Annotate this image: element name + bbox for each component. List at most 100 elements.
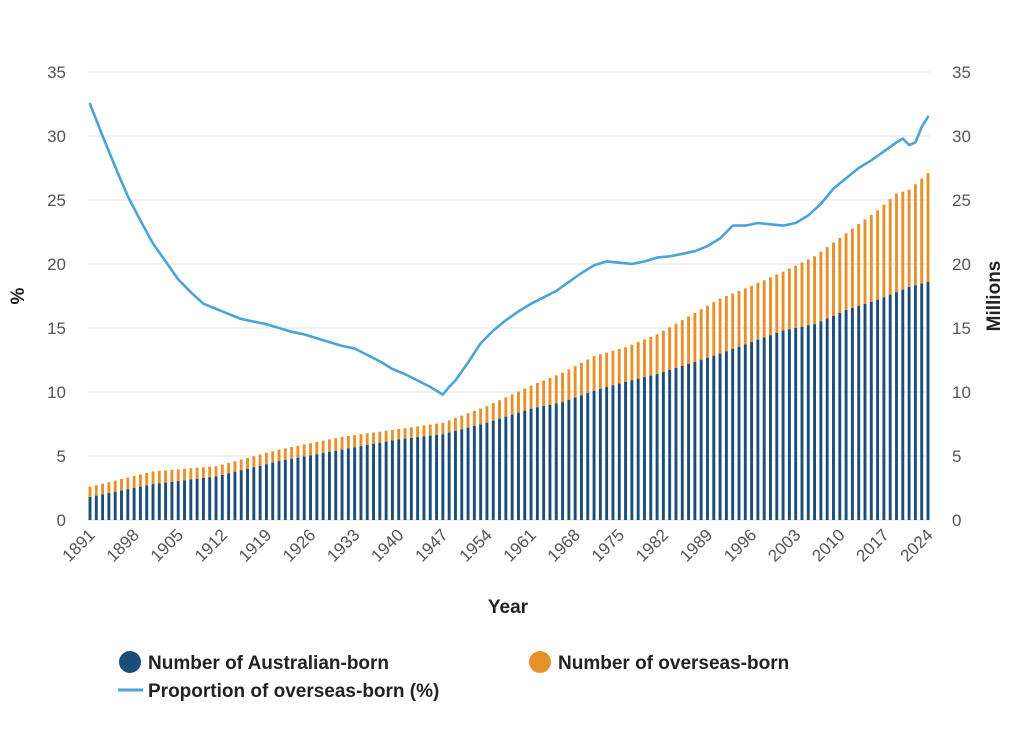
bar-overseas-born (183, 468, 186, 481)
bar-australian-born (655, 374, 659, 520)
bar-overseas-born (649, 336, 653, 376)
bar-overseas-born (857, 224, 861, 306)
bar-australian-born (731, 348, 735, 520)
bar-australian-born (384, 441, 388, 520)
bar-australian-born (302, 456, 306, 520)
bar-overseas-born (535, 383, 539, 408)
bar-australian-born (624, 381, 628, 520)
bar-australian-born (592, 390, 596, 520)
bar-overseas-born (548, 377, 552, 405)
bar-overseas-born (239, 459, 243, 471)
bar-australian-born (195, 478, 199, 520)
bar-overseas-born (529, 385, 533, 409)
bar-australian-born (239, 470, 243, 520)
bar-australian-born (264, 464, 268, 520)
bar-overseas-born (189, 468, 193, 480)
bar-overseas-born (120, 479, 123, 491)
y-tick-left: 0 (57, 511, 66, 530)
bar-australian-born (529, 408, 533, 520)
bar-overseas-born (769, 277, 772, 336)
bar-australian-born (271, 462, 275, 520)
bar-australian-born (504, 416, 508, 520)
bar-overseas-born (441, 422, 445, 435)
bar-overseas-born (214, 466, 218, 477)
bar-overseas-born (220, 464, 224, 475)
bar-australian-born (724, 351, 728, 520)
bar-australian-born (781, 330, 785, 520)
bar-australian-born (107, 493, 111, 520)
bar-australian-born (876, 299, 880, 520)
bar-overseas-born (498, 400, 501, 419)
bar-overseas-born (491, 403, 495, 421)
bar-overseas-born (479, 408, 483, 425)
y-tick-left: 25 (47, 191, 66, 210)
bar-overseas-born (800, 262, 804, 327)
bar-australian-born (170, 481, 174, 520)
bar-overseas-born (94, 485, 98, 496)
bar-australian-born (309, 455, 312, 520)
bar-australian-born (706, 357, 709, 520)
bar-australian-born (844, 310, 848, 520)
x-tick-label: 1982 (632, 525, 672, 565)
bar-overseas-born (309, 443, 312, 456)
bar-australian-born (819, 321, 823, 520)
bar-australian-born (372, 443, 375, 520)
x-tick-label: 1898 (103, 525, 143, 565)
legend-item-australian-born: Number of Australian-born (119, 651, 389, 674)
bar-australian-born (756, 339, 760, 520)
bar-overseas-born (252, 456, 256, 468)
bar-overseas-born (573, 366, 577, 398)
bar-australian-born (164, 482, 168, 520)
bar-overseas-born (195, 467, 199, 479)
bar-overseas-born (277, 449, 281, 462)
bar-australian-born (246, 468, 249, 520)
bar-australian-born (598, 388, 602, 520)
bar-australian-born (359, 446, 363, 520)
bar-overseas-born (756, 282, 760, 340)
bar-overseas-born (617, 348, 621, 384)
bar-australian-born (850, 308, 854, 520)
x-tick-label: 1891 (59, 525, 99, 565)
bar-australian-born (813, 324, 817, 520)
bar-australian-born (378, 442, 382, 520)
bar-overseas-born (233, 461, 237, 472)
x-tick-label: 1933 (323, 525, 363, 565)
bar-overseas-born (680, 320, 684, 366)
bar-overseas-born (397, 429, 401, 440)
bar-australian-born (743, 344, 747, 520)
bar-overseas-born (472, 410, 476, 427)
bar-overseas-born (724, 296, 728, 352)
bar-australian-born (750, 342, 754, 520)
x-tick-label: 1989 (676, 525, 716, 565)
bar-overseas-born (781, 271, 785, 331)
bar-overseas-born (787, 268, 791, 330)
bar-australian-born (882, 297, 886, 520)
x-tick-label: 2003 (764, 525, 804, 565)
bar-overseas-born (504, 397, 508, 417)
bar-overseas-born (510, 394, 514, 415)
bar-australian-born (296, 457, 300, 520)
bar-overseas-born (624, 347, 628, 382)
bar-overseas-born (422, 425, 426, 437)
bar-overseas-born (668, 327, 672, 370)
bar-overseas-born (145, 472, 149, 486)
bar-overseas-born (88, 486, 92, 497)
bar-overseas-born (170, 469, 174, 482)
bar-overseas-born (850, 228, 854, 309)
bar-overseas-born (466, 413, 470, 428)
x-tick-label: 1940 (367, 525, 407, 565)
bar-overseas-born (561, 372, 565, 403)
bar-australian-born (580, 395, 583, 520)
bar-overseas-born (825, 247, 829, 319)
bar-australian-born (227, 473, 231, 520)
bar-australian-born (762, 337, 766, 520)
bar-australian-born (687, 363, 691, 520)
bar-overseas-born (643, 339, 646, 378)
bar-overseas-born (157, 470, 161, 484)
bar-australian-born (132, 488, 136, 520)
y-tick-left: 35 (47, 63, 66, 82)
bar-overseas-born (101, 483, 105, 495)
y-tick-left: 5 (57, 447, 66, 466)
legend-swatch-australian-born (119, 651, 141, 673)
